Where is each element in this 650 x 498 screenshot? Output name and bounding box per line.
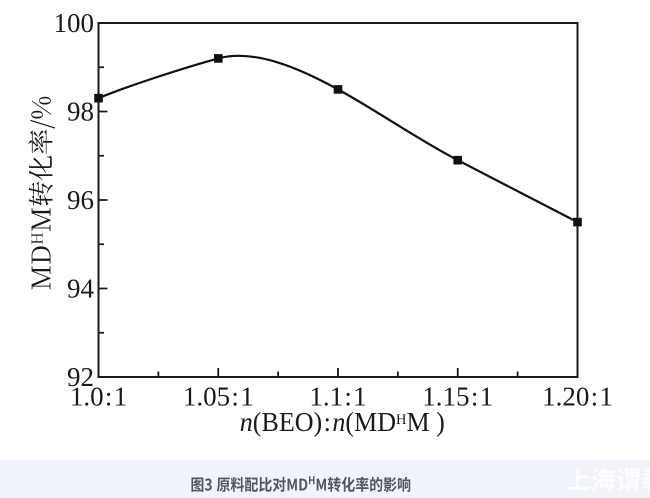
svg-text:92: 92 — [67, 362, 94, 392]
svg-text:1.20:1: 1.20:1 — [542, 382, 613, 412]
svg-text:100: 100 — [54, 8, 95, 38]
svg-text:94: 94 — [67, 274, 95, 304]
svg-text:96: 96 — [67, 185, 94, 215]
svg-text:1.1:1: 1.1:1 — [309, 382, 366, 412]
svg-text:1.05:1: 1.05:1 — [183, 382, 254, 412]
svg-text:1.15:1: 1.15:1 — [422, 382, 493, 412]
svg-text:n(BEO):n(MDHM ): n(BEO):n(MDHM ) — [240, 407, 445, 438]
svg-text:1.0:1: 1.0:1 — [70, 382, 127, 412]
svg-text:98: 98 — [67, 97, 94, 127]
